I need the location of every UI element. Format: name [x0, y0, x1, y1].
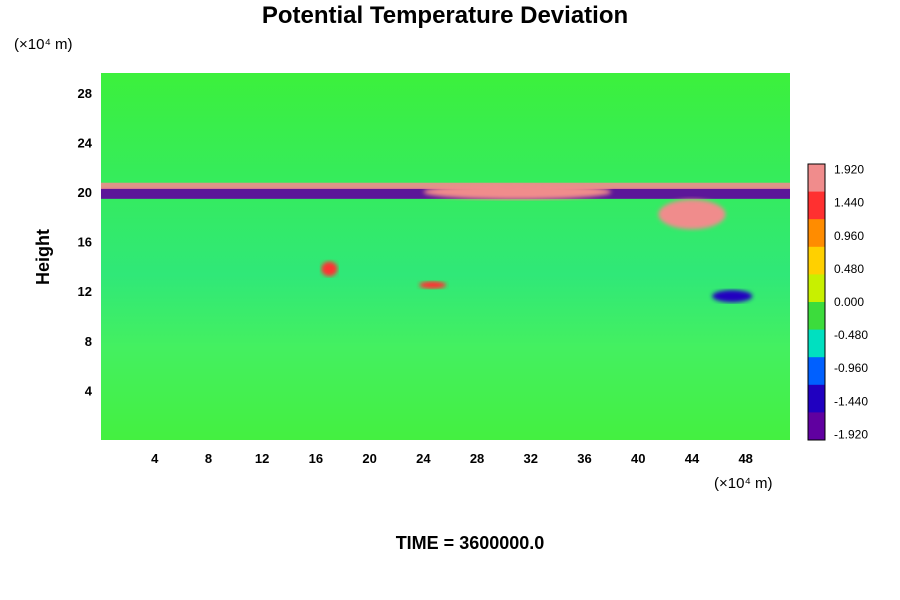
- x-tick-label: 16: [309, 451, 323, 466]
- x-tick-label: 48: [738, 451, 752, 466]
- x-tick-labels: 4 8 12 16 20 24 28 32 36 40 44 48: [151, 451, 753, 466]
- x-axis-unit: (×10⁴ m): [714, 475, 773, 492]
- x-tick-label: 4: [151, 451, 159, 466]
- colorbar-swatch: [808, 412, 825, 441]
- colorbar-label: 0.000: [834, 295, 864, 309]
- colorbar-labels: 1.920 1.440 0.960 0.480 0.000 -0.480 -0.960 -1.…: [834, 163, 868, 442]
- x-tick-label: 44: [685, 451, 700, 466]
- colorbar-swatch: [808, 384, 825, 413]
- colorbar-label: 1.440: [834, 196, 864, 210]
- colorbar-swatch: [808, 274, 825, 303]
- colorbar-label: -1.920: [834, 427, 868, 441]
- y-tick-label: 24: [78, 135, 93, 150]
- colorbar-label: 1.920: [834, 163, 864, 177]
- heatmap-blob: [712, 289, 753, 303]
- colorbar-swatch: [808, 302, 825, 331]
- x-tick-label: 12: [255, 451, 269, 466]
- colorbar-swatch: [808, 246, 825, 275]
- colorbar-label: 0.480: [834, 262, 864, 276]
- heatmap-features: [101, 182, 790, 303]
- y-axis-label: Height: [33, 229, 53, 285]
- x-tick-label: 24: [416, 451, 431, 466]
- time-label: TIME = 3600000.0: [396, 533, 545, 553]
- colorbar-swatch: [808, 357, 825, 386]
- x-tick-label: 32: [524, 451, 538, 466]
- heatmap-background: [101, 73, 790, 440]
- colorbar-label: 0.960: [834, 229, 864, 243]
- chart-title: Potential Temperature Deviation: [262, 2, 628, 29]
- y-tick-label: 12: [78, 284, 92, 299]
- colorbar-label: -0.480: [834, 328, 868, 342]
- heatmap-blob: [321, 261, 338, 277]
- y-tick-labels: 4 8 12 16 20 24 28: [78, 86, 93, 399]
- colorbar-swatch: [808, 219, 825, 248]
- colorbar-label: -1.440: [834, 394, 868, 408]
- colorbar-swatch: [808, 164, 825, 193]
- heatmap-blob: [423, 184, 612, 200]
- colorbar: 1.920 1.440 0.960 0.480 0.000 -0.480 -0.960 -1.…: [807, 163, 868, 442]
- colorbar-label: -0.960: [834, 361, 868, 375]
- y-axis-unit: (×10⁴ m): [14, 36, 73, 53]
- x-tick-label: 36: [577, 451, 591, 466]
- colorbar-swatch: [808, 329, 825, 358]
- x-tick-label: 8: [205, 451, 212, 466]
- x-tick-label: 28: [470, 451, 484, 466]
- y-tick-label: 8: [85, 334, 92, 349]
- heatmap-blob: [658, 199, 726, 230]
- colorbar-frame: [807, 163, 826, 441]
- y-tick-label: 16: [78, 235, 92, 250]
- y-tick-label: 4: [85, 383, 93, 398]
- heatmap-blob: [419, 281, 447, 289]
- y-tick-label: 20: [78, 185, 92, 200]
- heatmap-band: [101, 182, 790, 189]
- heatmap-plot: [101, 73, 790, 440]
- x-tick-label: 40: [631, 451, 645, 466]
- colorbar-swatches: [808, 164, 825, 441]
- colorbar-swatch: [808, 191, 825, 220]
- x-tick-label: 20: [362, 451, 376, 466]
- y-tick-label: 28: [78, 86, 92, 101]
